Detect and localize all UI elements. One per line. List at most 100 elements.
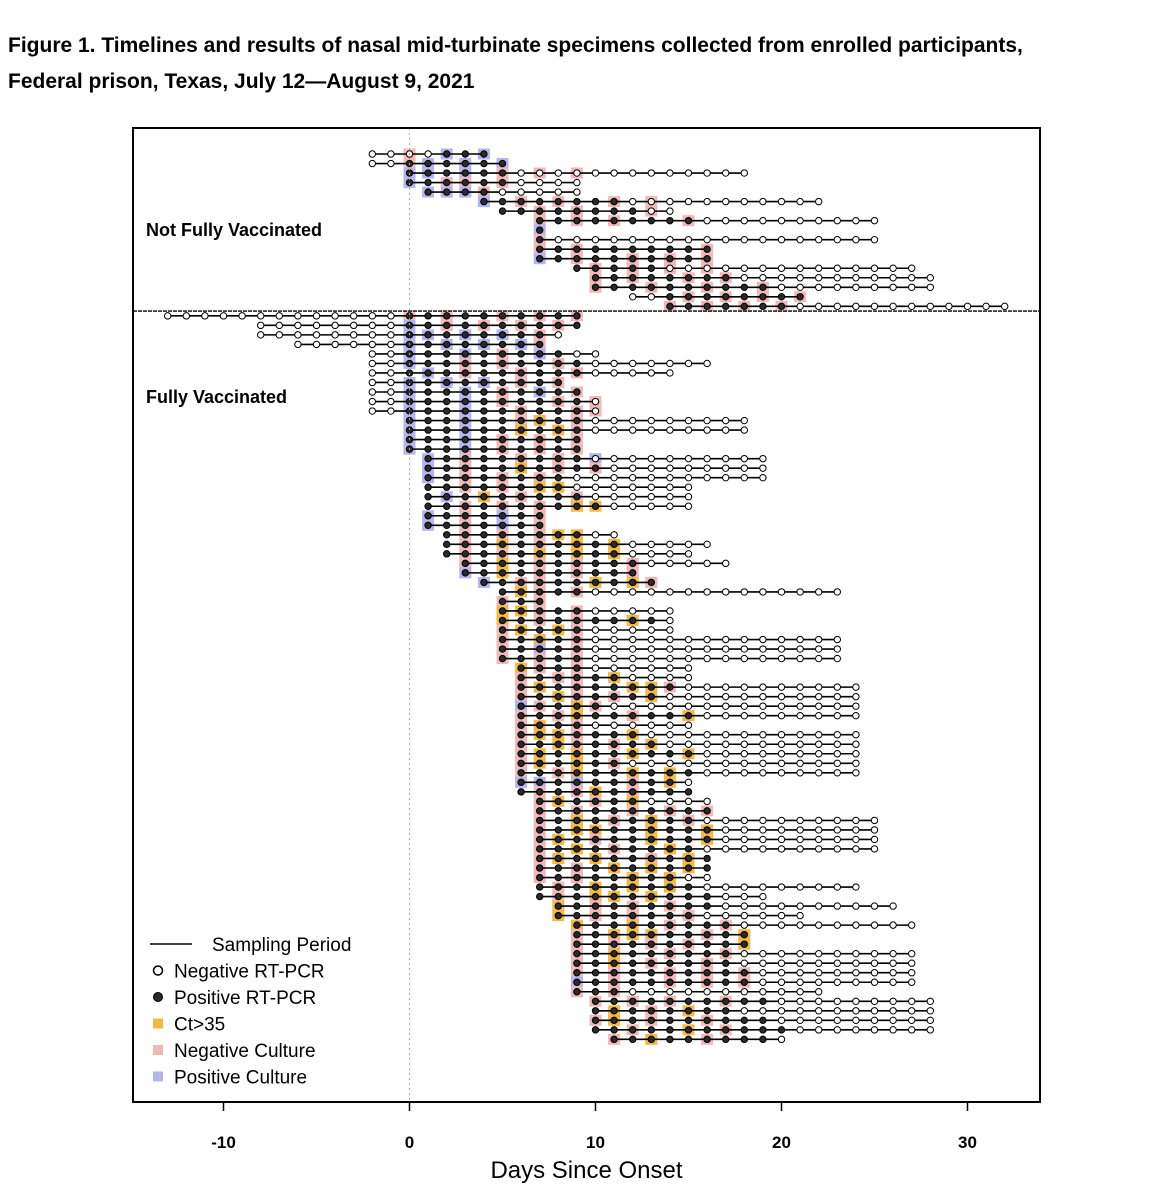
negative-rt-pcr-point xyxy=(629,416,637,425)
negative-rt-pcr-point xyxy=(647,369,655,377)
positive-rt-pcr-point xyxy=(517,778,525,787)
positive-rt-pcr-point xyxy=(573,826,581,834)
negative-rt-pcr-point xyxy=(666,264,674,272)
positive-rt-pcr-point xyxy=(591,1007,600,1015)
positive-rt-pcr-point xyxy=(573,216,581,225)
negative-rt-pcr-point xyxy=(908,283,916,291)
positive-rt-pcr-point xyxy=(443,550,451,558)
positive-rt-pcr-point xyxy=(647,921,655,929)
negative-rt-pcr-point xyxy=(815,702,823,710)
negative-rt-pcr-point xyxy=(647,540,655,549)
positive-rt-pcr-point xyxy=(498,407,507,415)
negative-rt-pcr-point xyxy=(870,949,879,958)
positive-rt-pcr-point xyxy=(684,978,693,986)
positive-rt-pcr-point xyxy=(703,1035,711,1044)
negative-rt-pcr-point xyxy=(908,978,916,986)
positive-rt-pcr-point xyxy=(517,435,525,444)
negative-rt-pcr-point xyxy=(740,750,748,758)
positive-rt-pcr-point xyxy=(629,826,637,834)
positive-rt-pcr-point xyxy=(666,245,674,253)
x-tick-label: 30 xyxy=(958,1133,977,1152)
positive-rt-pcr-point xyxy=(517,692,525,701)
negative-rt-pcr-point xyxy=(610,454,618,463)
positive-rt-pcr-point xyxy=(610,826,618,834)
negative-rt-pcr-point xyxy=(926,274,934,282)
positive-rt-pcr-point xyxy=(517,426,525,434)
positive-rt-pcr-point xyxy=(536,864,544,872)
negative-rt-pcr-point xyxy=(815,1016,823,1025)
positive-rt-pcr-point xyxy=(480,464,488,472)
negative-rt-pcr-point xyxy=(740,769,748,777)
negative-rt-pcr-point xyxy=(647,197,655,206)
negative-rt-pcr-point xyxy=(554,331,562,339)
negative-rt-pcr-point xyxy=(777,769,786,777)
negative-rt-pcr-point xyxy=(759,816,767,825)
positive-rt-pcr-point xyxy=(759,302,767,311)
positive-rt-pcr-point xyxy=(666,302,674,311)
positive-rt-pcr-point xyxy=(591,892,600,901)
negative-rt-pcr-point xyxy=(908,921,916,929)
negative-rt-pcr-point xyxy=(629,483,637,491)
positive-rt-pcr-point xyxy=(443,312,451,320)
positive-rt-pcr-point xyxy=(517,369,525,377)
positive-rt-pcr-point xyxy=(536,531,544,539)
positive-rt-pcr-point xyxy=(629,207,637,215)
positive-rt-pcr-point xyxy=(517,626,525,634)
negative-rt-pcr-point xyxy=(591,664,600,672)
positive-rt-pcr-point xyxy=(610,940,618,948)
positive-rt-pcr-point xyxy=(554,493,562,501)
negative-rt-pcr-point xyxy=(759,911,767,920)
negative-rt-pcr-point xyxy=(684,235,693,244)
positive-rt-pcr-point xyxy=(480,331,488,339)
negative-rt-pcr-point xyxy=(294,312,302,320)
positive-rt-pcr-point xyxy=(740,1026,748,1034)
positive-rt-pcr-point xyxy=(722,997,730,1005)
negative-rt-pcr-point xyxy=(647,664,655,672)
negative-rt-pcr-point xyxy=(833,216,841,225)
positive-rt-pcr-point xyxy=(591,997,600,1005)
negative-rt-pcr-point xyxy=(908,959,916,967)
positive-rt-pcr-point xyxy=(517,493,525,501)
negative-rt-pcr-point xyxy=(591,483,600,491)
negative-rt-pcr-point xyxy=(368,407,376,415)
negative-rt-pcr-point xyxy=(740,264,748,272)
negative-rt-pcr-point xyxy=(554,169,562,177)
positive-rt-pcr-point xyxy=(424,521,432,529)
negative-rt-pcr-point xyxy=(666,721,674,729)
negative-rt-pcr-point xyxy=(870,826,879,834)
positive-rt-pcr-point xyxy=(554,788,562,796)
legend: Sampling Period Negative RT-PCR Positive R… xyxy=(150,935,351,1089)
negative-rt-pcr-point xyxy=(870,235,879,244)
negative-rt-pcr-point xyxy=(666,540,674,549)
negative-rt-pcr-point xyxy=(684,683,693,691)
positive-rt-pcr-point xyxy=(554,255,562,263)
positive-rt-pcr-point xyxy=(443,188,451,196)
negative-rt-pcr-point xyxy=(815,731,823,739)
negative-rt-pcr-point xyxy=(703,845,711,853)
positive-rt-pcr-point xyxy=(461,540,469,549)
positive-rt-pcr-point xyxy=(591,769,600,777)
positive-rt-pcr-point xyxy=(610,835,618,844)
positive-rt-pcr-point xyxy=(536,464,544,472)
positive-rt-pcr-point xyxy=(684,1026,693,1034)
negative-rt-pcr-point xyxy=(703,702,711,710)
negative-rt-pcr-point xyxy=(833,645,841,653)
positive-rt-pcr-point xyxy=(573,978,581,986)
positive-rt-pcr-point xyxy=(554,731,562,739)
positive-rt-pcr-point xyxy=(666,807,674,815)
positive-rt-pcr-point xyxy=(573,702,581,710)
positive-rt-pcr-point xyxy=(517,731,525,739)
x-tick-label: 20 xyxy=(772,1133,791,1152)
positive-rt-pcr-point xyxy=(759,1026,767,1034)
positive-rt-pcr-point xyxy=(629,788,637,796)
negative-rt-pcr-point xyxy=(219,312,228,320)
positive-rt-pcr-point xyxy=(610,816,618,825)
negative-rt-pcr-point xyxy=(610,369,618,377)
negative-rt-pcr-point xyxy=(591,473,600,482)
positive-rt-pcr-point xyxy=(647,930,655,939)
negative-rt-pcr-point xyxy=(722,692,730,701)
negative-rt-pcr-point xyxy=(815,759,823,767)
positive-rt-pcr-point xyxy=(573,769,581,777)
positive-rt-pcr-point xyxy=(536,807,544,815)
negative-rt-pcr-point xyxy=(796,845,804,853)
